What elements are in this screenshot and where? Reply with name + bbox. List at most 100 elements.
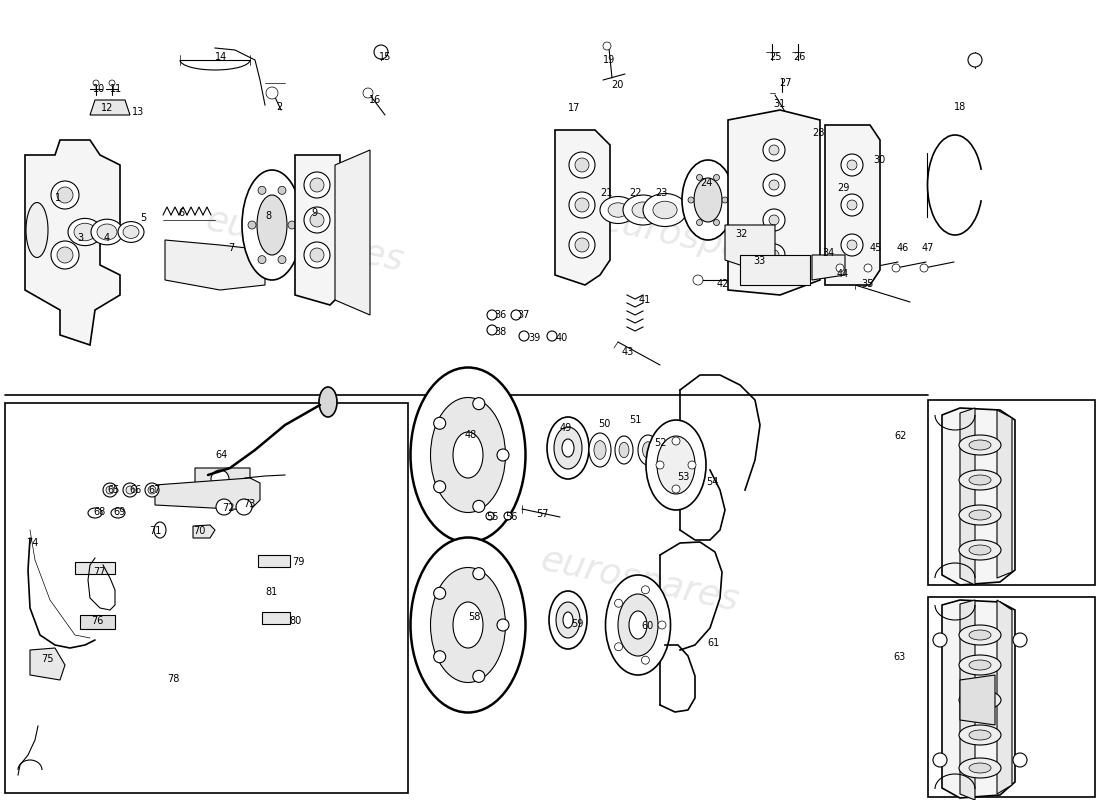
Text: 27: 27 (779, 78, 791, 88)
Text: 49: 49 (560, 423, 572, 433)
Polygon shape (155, 478, 260, 510)
Text: 38: 38 (494, 327, 506, 337)
Polygon shape (960, 408, 975, 585)
Text: 66: 66 (129, 485, 141, 495)
Circle shape (94, 80, 99, 86)
Circle shape (714, 174, 719, 181)
Text: 31: 31 (773, 99, 785, 109)
Circle shape (497, 619, 509, 631)
Text: 19: 19 (603, 55, 615, 65)
Circle shape (109, 80, 116, 86)
Text: 12: 12 (101, 103, 113, 113)
Text: 62: 62 (894, 431, 908, 441)
Circle shape (145, 483, 160, 497)
Circle shape (57, 187, 73, 203)
Text: 5: 5 (140, 213, 146, 223)
Circle shape (842, 194, 864, 216)
Text: 22: 22 (629, 188, 641, 198)
Text: 46: 46 (896, 243, 909, 253)
Ellipse shape (653, 202, 678, 218)
Circle shape (569, 232, 595, 258)
Bar (262, 612, 290, 624)
Circle shape (693, 275, 703, 285)
Circle shape (672, 485, 680, 493)
Text: 51: 51 (629, 415, 641, 425)
Circle shape (278, 256, 286, 264)
Circle shape (769, 145, 779, 155)
Polygon shape (165, 240, 265, 290)
Ellipse shape (554, 427, 582, 469)
Circle shape (569, 192, 595, 218)
Circle shape (575, 198, 589, 212)
Ellipse shape (91, 219, 123, 245)
Circle shape (433, 418, 446, 430)
Ellipse shape (618, 594, 658, 656)
Ellipse shape (615, 436, 632, 464)
Text: 39: 39 (528, 333, 540, 343)
Polygon shape (90, 100, 130, 115)
Text: 32: 32 (735, 229, 747, 239)
Ellipse shape (562, 439, 574, 457)
Text: 58: 58 (468, 612, 481, 622)
Ellipse shape (257, 195, 287, 255)
Text: 4: 4 (103, 233, 110, 243)
Polygon shape (192, 525, 215, 538)
Circle shape (519, 331, 529, 341)
Ellipse shape (638, 435, 658, 465)
Circle shape (51, 181, 79, 209)
Ellipse shape (74, 223, 96, 241)
Circle shape (864, 264, 872, 272)
Text: 52: 52 (653, 438, 667, 448)
Text: 13: 13 (132, 107, 144, 117)
Circle shape (763, 139, 785, 161)
Polygon shape (997, 410, 1012, 578)
Text: 30: 30 (873, 155, 886, 165)
Ellipse shape (646, 420, 706, 510)
Text: 26: 26 (793, 52, 805, 62)
Circle shape (769, 250, 779, 260)
Circle shape (615, 642, 623, 650)
Ellipse shape (632, 202, 654, 218)
Polygon shape (812, 255, 845, 280)
Text: 25: 25 (770, 52, 782, 62)
Circle shape (304, 172, 330, 198)
Ellipse shape (969, 510, 991, 520)
Ellipse shape (682, 160, 734, 240)
Ellipse shape (642, 442, 653, 458)
Text: 45: 45 (870, 243, 882, 253)
Ellipse shape (453, 432, 483, 478)
Text: eurospares: eurospares (597, 202, 802, 278)
Ellipse shape (644, 194, 688, 226)
Ellipse shape (453, 602, 483, 648)
Text: 15: 15 (378, 52, 392, 62)
Text: 57: 57 (536, 509, 548, 519)
Text: 73: 73 (243, 499, 255, 509)
Text: 14: 14 (214, 52, 227, 62)
Ellipse shape (600, 197, 636, 223)
Ellipse shape (410, 367, 526, 542)
Ellipse shape (969, 763, 991, 773)
Circle shape (278, 186, 286, 194)
Polygon shape (960, 675, 996, 725)
Circle shape (847, 240, 857, 250)
Circle shape (847, 160, 857, 170)
Text: 29: 29 (837, 183, 849, 193)
Ellipse shape (118, 222, 144, 242)
Text: 71: 71 (148, 526, 162, 536)
Text: 20: 20 (610, 80, 624, 90)
Bar (80, 615, 116, 629)
Ellipse shape (959, 540, 1001, 560)
Circle shape (473, 500, 485, 512)
Text: 28: 28 (812, 128, 824, 138)
Text: 3: 3 (77, 233, 84, 243)
Bar (6, 403, 408, 793)
Text: 8: 8 (265, 211, 271, 221)
Circle shape (1013, 633, 1027, 647)
Ellipse shape (969, 475, 991, 485)
Text: 24: 24 (700, 178, 712, 188)
Polygon shape (740, 255, 810, 285)
Text: 17: 17 (568, 103, 580, 113)
Text: 36: 36 (494, 310, 506, 320)
Text: 44: 44 (837, 269, 849, 279)
Ellipse shape (959, 655, 1001, 675)
